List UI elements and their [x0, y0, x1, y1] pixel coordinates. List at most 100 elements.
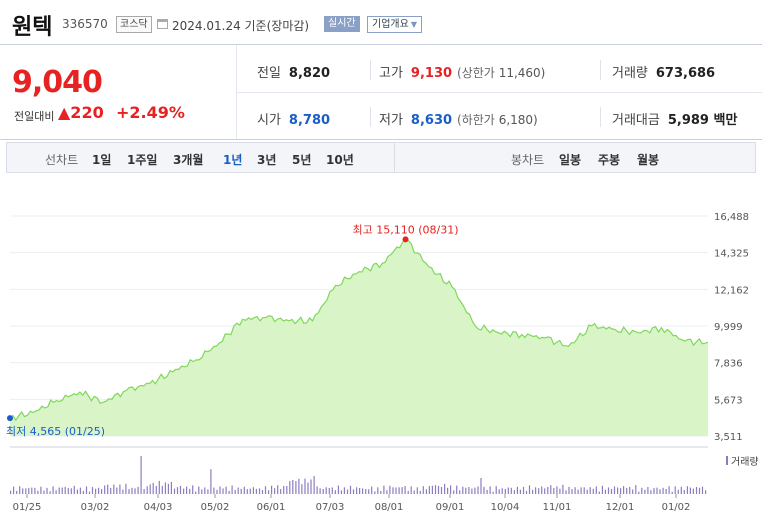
volume-bar: [128, 489, 130, 494]
period-10y[interactable]: 10년: [326, 153, 354, 167]
x-tick-label: 01/25: [13, 502, 42, 513]
volume-bar: [437, 485, 440, 494]
volume-bar: [416, 487, 418, 494]
volume-bar: [137, 486, 139, 494]
candle-daily[interactable]: 일봉: [559, 153, 582, 167]
volume-bar: [647, 487, 649, 494]
y-tick-label: 14,325: [714, 249, 749, 260]
volume-bar: [104, 485, 106, 494]
volume-bar: [173, 488, 176, 494]
volume-bar: [695, 487, 698, 494]
volume-bar: [268, 490, 270, 494]
volume-bar: [459, 490, 461, 494]
quote-panel: 9,040 전일대비 ▲220 +2.49% 전일 8,820 고가 9,130 (상…: [0, 44, 762, 140]
volume-bar: [295, 481, 297, 494]
candle-monthly[interactable]: 월봉: [637, 153, 660, 167]
volume-bar: [252, 487, 254, 494]
period-1w[interactable]: 1주일: [127, 153, 158, 167]
volume-bar: [304, 478, 306, 494]
volume-bar: [623, 486, 625, 494]
realtime-button[interactable]: 실시간: [324, 16, 360, 32]
volume-bar: [641, 487, 643, 494]
volume-bar: [419, 490, 421, 494]
volume-bar: [85, 486, 88, 494]
volume-bar: [13, 486, 15, 494]
volume-bar: [598, 491, 600, 494]
volume-bar: [674, 486, 676, 494]
x-tick-label: 06/01: [257, 502, 286, 513]
volume-bar: [356, 487, 358, 494]
y-tick-label: 7,836: [714, 359, 743, 370]
volume-bar: [213, 487, 215, 494]
volume-bar: [88, 491, 91, 494]
volume-bar: [307, 482, 309, 494]
volume-bar: [110, 488, 112, 494]
stock-name: 원텍: [12, 15, 53, 40]
volume-bar: [689, 487, 691, 494]
volume-bar: [349, 485, 352, 494]
volume-bar: [686, 486, 688, 494]
candle-weekly[interactable]: 주봉: [598, 153, 621, 167]
volume-bar: [656, 487, 658, 494]
volume-bar: [407, 490, 409, 494]
volume-bar: [504, 488, 506, 494]
volume-bar: [380, 490, 382, 494]
volume-bar: [607, 487, 610, 494]
volume-bar: [465, 487, 467, 494]
volume-bar: [680, 486, 682, 494]
max-annotation: 최고 15,110 (08/31): [353, 223, 459, 236]
volume-bar: [343, 487, 345, 494]
period-1d[interactable]: 1일: [92, 153, 112, 167]
volume-bar: [447, 487, 449, 494]
company-info-button[interactable]: 기업개요 ▼: [367, 16, 422, 33]
volume-bar: [595, 486, 597, 494]
volume-bar: [210, 469, 212, 494]
period-3y[interactable]: 3년: [257, 153, 277, 167]
as-of-date: 2024.01.24 기준(장마감): [172, 19, 310, 33]
volume-bar: [216, 489, 218, 494]
y-tick-label: 3,511: [714, 432, 743, 443]
volume-bar: [352, 489, 355, 494]
volume-bar: [140, 456, 142, 494]
volume-bar: [240, 488, 242, 494]
day-low: 저가 8,630 (하한가 6,180): [379, 113, 538, 128]
volume-bar: [116, 487, 118, 494]
volume-bar: [228, 490, 230, 494]
volume-bar: [149, 484, 151, 494]
volume-bar: [528, 485, 531, 494]
volume-bar: [98, 487, 100, 494]
period-1y[interactable]: 1년: [223, 153, 243, 167]
volume-bar: [617, 487, 619, 494]
chevron-down-icon: ▼: [410, 20, 417, 29]
volume-bar: [243, 486, 245, 494]
volume-bar: [620, 488, 622, 494]
volume-bar: [19, 486, 21, 494]
volume-bar: [568, 486, 570, 494]
x-tick-label: 04/03: [144, 502, 173, 513]
volume-bar: [386, 490, 388, 494]
volume-bar: [392, 487, 394, 494]
volume-bar: [261, 490, 264, 494]
volume-bar: [480, 478, 482, 494]
volume-bar: [477, 486, 479, 494]
volume-bar: [401, 487, 403, 494]
volume-bar: [34, 487, 36, 494]
volume-bar: [368, 489, 370, 494]
volume-bar: [283, 485, 285, 494]
volume-bar: [43, 490, 45, 494]
volume-bar: [219, 486, 221, 494]
volume-bar: [280, 489, 282, 494]
volume-bar: [195, 491, 197, 494]
volume-bar: [580, 487, 582, 494]
volume-bar: [249, 488, 251, 494]
volume-bar: [559, 488, 561, 494]
volume-bar: [340, 490, 342, 494]
period-5y[interactable]: 5년: [292, 153, 312, 167]
volume-bar: [67, 488, 69, 494]
volume-bar: [501, 488, 503, 494]
period-3m[interactable]: 3개월: [173, 153, 204, 167]
volume-bar: [37, 490, 39, 494]
volume-bar: [301, 484, 303, 494]
volume-bar: [25, 488, 27, 494]
price-chart[interactable]: 16,488 14,325 12,162 9,999 7,836 5,673 3,511 0…: [0, 200, 762, 529]
